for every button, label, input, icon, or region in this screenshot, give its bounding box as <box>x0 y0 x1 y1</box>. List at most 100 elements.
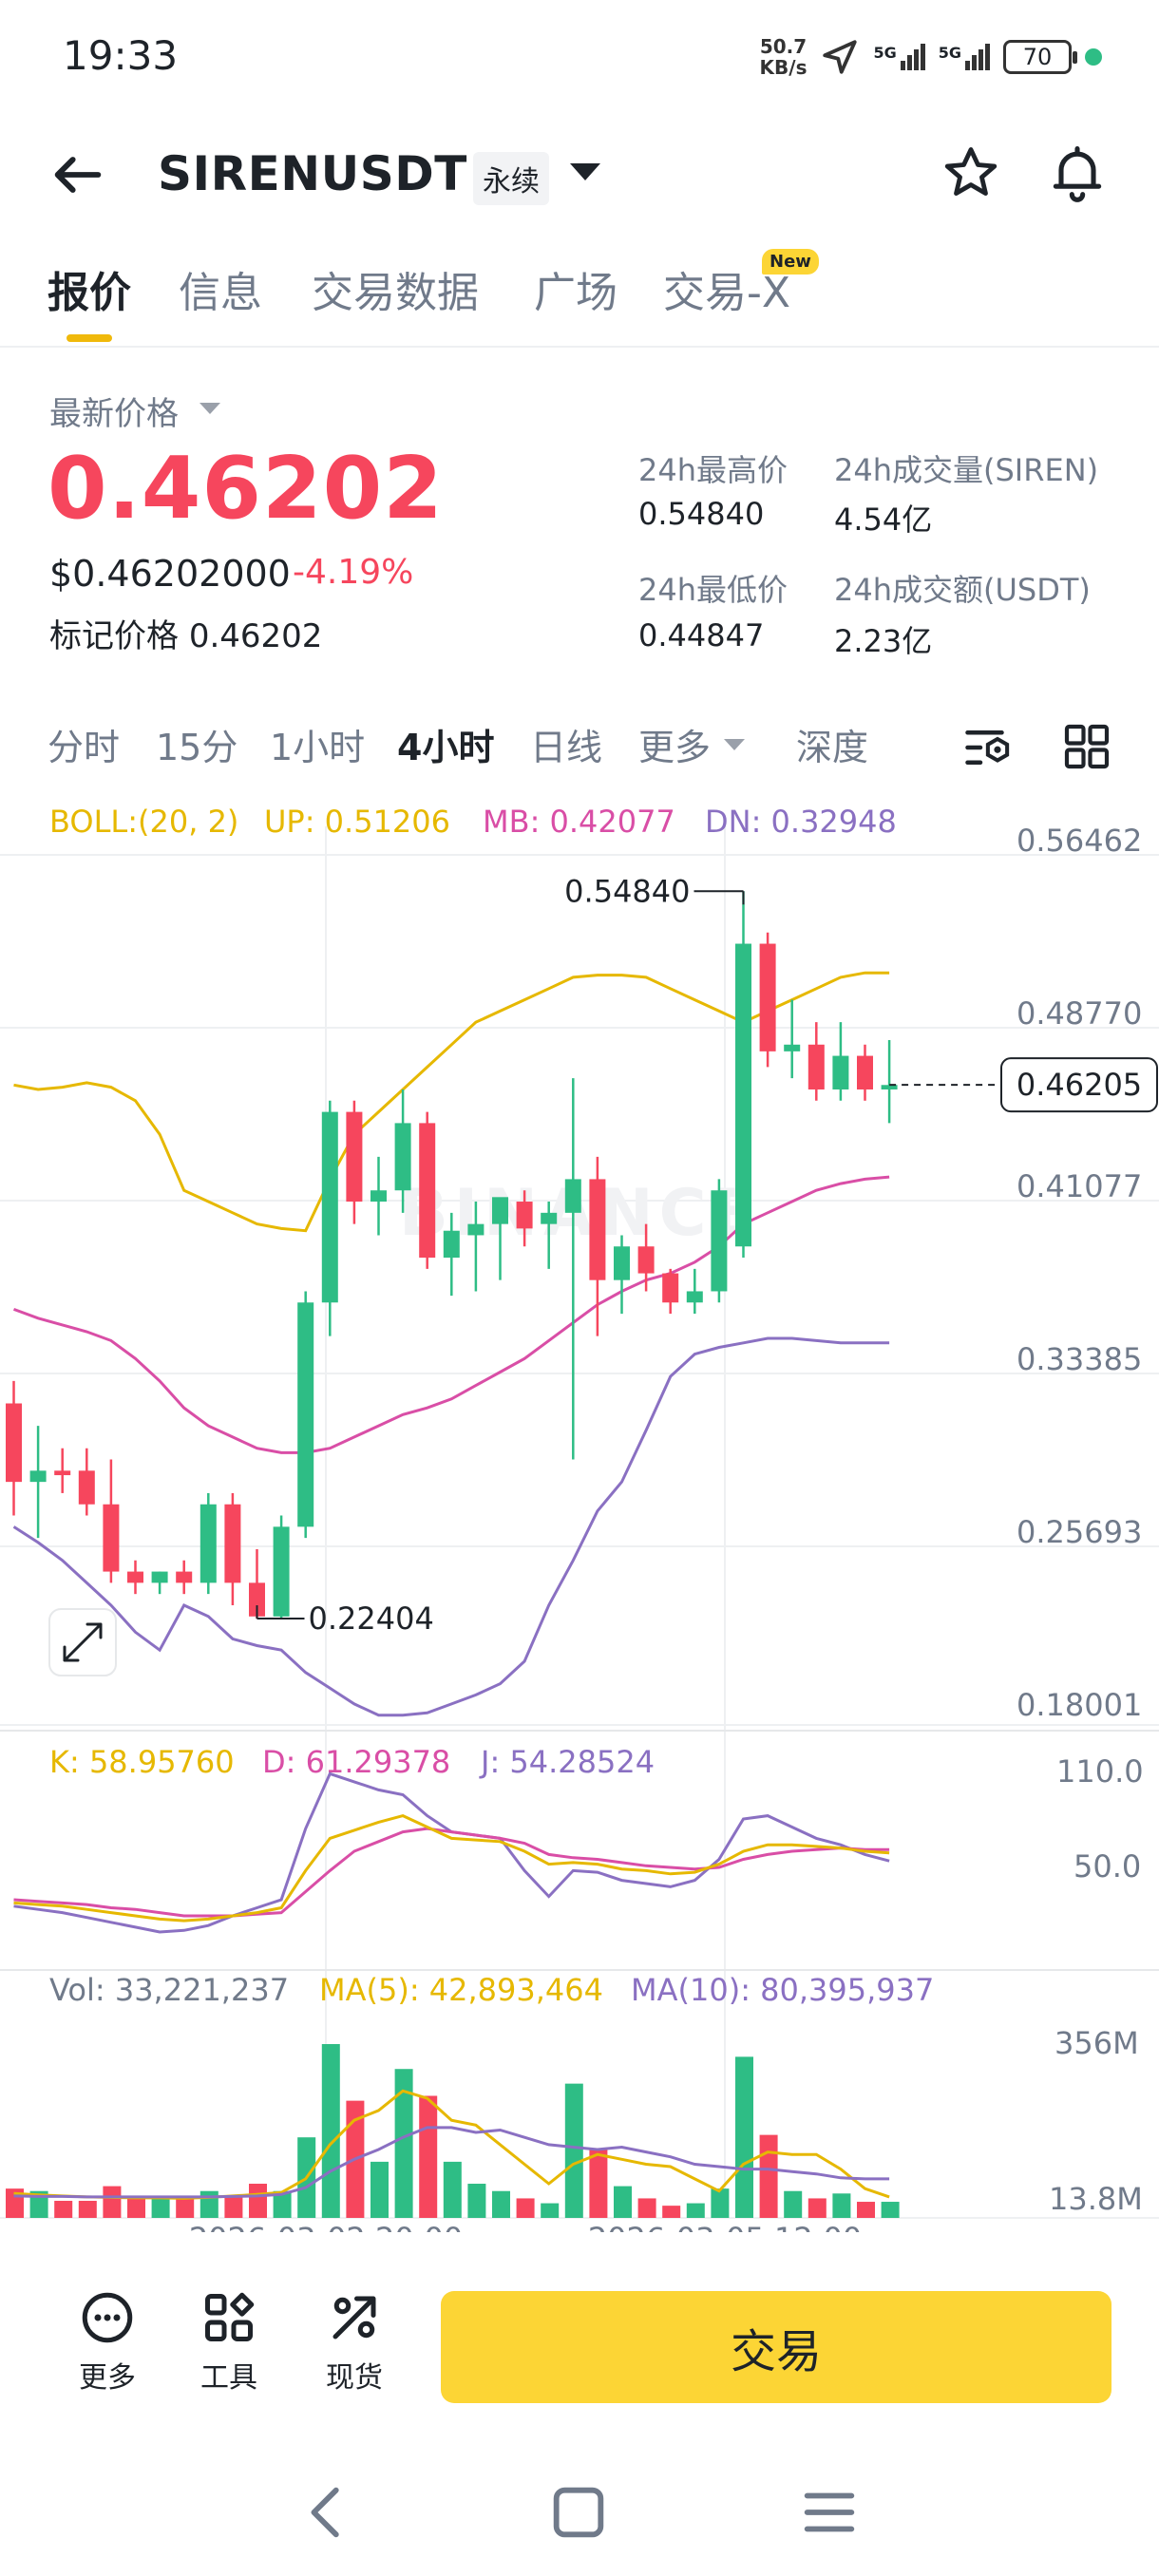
interval-more[interactable]: 更多 <box>638 727 712 768</box>
symbol-title[interactable]: SIRENUSDT <box>158 146 467 201</box>
volume-bar <box>54 2201 73 2218</box>
volume-axis-label: 13.8M <box>1049 2181 1143 2217</box>
symbol-dropdown-caret-icon[interactable] <box>570 163 600 180</box>
kdj-axis-label: 110.0 <box>1056 1753 1144 1790</box>
alert-bell-icon[interactable] <box>1045 141 1110 205</box>
kdj-k-line <box>13 1814 890 1923</box>
candle <box>151 1571 168 1595</box>
system-back-icon[interactable] <box>294 2479 361 2546</box>
candle <box>589 1156 606 1336</box>
candle <box>443 1212 460 1297</box>
interval-1d[interactable]: 日线 <box>530 727 603 768</box>
candle-body <box>759 943 776 1051</box>
volume-bar <box>321 2044 340 2218</box>
boll-up-label: UP: 0.51206 <box>264 804 450 840</box>
candle <box>492 1197 508 1280</box>
status-time: 19:33 <box>63 32 179 79</box>
mark-price-row: 标记价格 0.46202 <box>49 610 322 656</box>
system-home-icon[interactable] <box>545 2479 612 2546</box>
interval-15m[interactable]: 15分 <box>156 727 238 768</box>
candle-body <box>273 1526 290 1617</box>
candle-body <box>249 1582 265 1617</box>
candle-body <box>735 943 751 1247</box>
candle-body <box>370 1190 387 1203</box>
trade-button[interactable]: 交易 <box>441 2291 1112 2403</box>
interval-timeline[interactable]: 分时 <box>48 727 121 768</box>
location-arrow-icon <box>823 40 858 74</box>
boll-param-label: BOLL:(20, 2) <box>49 804 238 840</box>
more-button[interactable]: 更多 <box>55 2289 160 2396</box>
last-price: 0.46202 <box>48 439 444 539</box>
candle-body <box>541 1212 558 1224</box>
tab-square[interactable]: 广场 <box>534 269 618 317</box>
volume-quote-24h-label: 24h成交额(USDT) <box>834 572 1091 608</box>
candle <box>662 1268 679 1315</box>
kdj-axis-label: 50.0 <box>1074 1848 1141 1885</box>
volume-bar <box>78 2201 97 2218</box>
volume-axis-label: 356M <box>1054 2025 1139 2061</box>
network-speed-value: 50.7 <box>759 35 808 58</box>
boll-lower-band-line <box>12 1336 890 1717</box>
spot-label: 现货 <box>326 2361 383 2395</box>
high-24h-value: 0.54840 <box>638 496 765 532</box>
kline-chart[interactable]: BOLL:(20, 2) UP: 0.51206 MB: 0.42077 DN:… <box>0 788 1159 2232</box>
expand-arrows-icon[interactable] <box>63 1622 103 1662</box>
interval-1h[interactable]: 1小时 <box>270 727 366 768</box>
layout-grid-icon[interactable] <box>1060 720 1113 773</box>
volume-bar <box>394 2069 413 2218</box>
candle <box>711 1179 728 1303</box>
tools-button[interactable]: 工具 <box>177 2289 281 2396</box>
time-axis-label: 2026-03-05 12:00 <box>588 2221 862 2232</box>
candle-body <box>784 1044 801 1051</box>
tab-info[interactable]: 信息 <box>179 269 262 317</box>
tab-trade-x[interactable]: 交易-X <box>663 269 791 317</box>
more-caret-icon[interactable] <box>724 739 745 750</box>
volume-base-24h-value: 4.54亿 <box>834 502 933 538</box>
spot-exchange-icon <box>332 2296 376 2339</box>
volume-quote-24h-value: 2.23亿 <box>834 623 933 659</box>
candle <box>297 1291 314 1539</box>
candle-body <box>78 1470 95 1505</box>
price-axis-label: 0.18001 <box>1016 1687 1142 1723</box>
battery-level: 70 <box>1022 44 1053 70</box>
interval-4h[interactable]: 4小时 <box>397 727 495 768</box>
network-speed: 50.7 KB/s <box>760 36 808 78</box>
network-speed-unit: KB/s <box>759 56 808 79</box>
interval-depth[interactable]: 深度 <box>796 727 869 768</box>
volume-bar <box>759 2134 778 2218</box>
candle-body <box>881 1085 898 1089</box>
tab-trading-data[interactable]: 交易数据 <box>312 269 479 317</box>
privacy-indicator-dot <box>1085 48 1102 66</box>
candle-body <box>564 1179 581 1213</box>
volume-bar <box>711 2188 730 2218</box>
tab-quote[interactable]: 报价 <box>48 269 131 317</box>
volume-base-24h-label: 24h成交量(SIREN) <box>834 452 1099 488</box>
price-axis-label: 0.48770 <box>1016 995 1142 1032</box>
volume-bar <box>857 2202 875 2218</box>
status-indicators: 50.7 KB/s 5G 5G 70 <box>760 28 1102 85</box>
volume-ma10-line <box>13 2126 890 2199</box>
candle-body <box>54 1470 71 1476</box>
favorite-star-icon[interactable] <box>940 142 1001 203</box>
volume-ma10-label: MA(10): 80,395,937 <box>631 1972 934 2008</box>
volume-bar <box>589 2150 608 2218</box>
candle <box>176 1560 193 1595</box>
spot-button[interactable]: 现货 <box>302 2289 407 2396</box>
candle-body <box>321 1111 338 1303</box>
candle-body <box>443 1230 460 1259</box>
kdj-j-label: J: 54.28524 <box>479 1744 655 1780</box>
system-menu-icon[interactable] <box>796 2479 863 2546</box>
candle <box>759 932 776 1068</box>
candle-body <box>200 1504 217 1583</box>
latest-price-label[interactable]: 最新价格 <box>49 395 179 433</box>
back-arrow-icon[interactable] <box>48 144 108 205</box>
fullscreen-button[interactable] <box>48 1608 117 1676</box>
candle-body <box>151 1571 168 1583</box>
latest-price-caret-icon[interactable] <box>200 403 220 414</box>
candle-body <box>176 1571 193 1583</box>
volume-bar <box>103 2186 122 2218</box>
chart-settings-icon[interactable] <box>963 722 1015 773</box>
candle <box>346 1100 363 1224</box>
volume-bar <box>881 2202 900 2218</box>
volume-bar <box>273 2190 292 2218</box>
